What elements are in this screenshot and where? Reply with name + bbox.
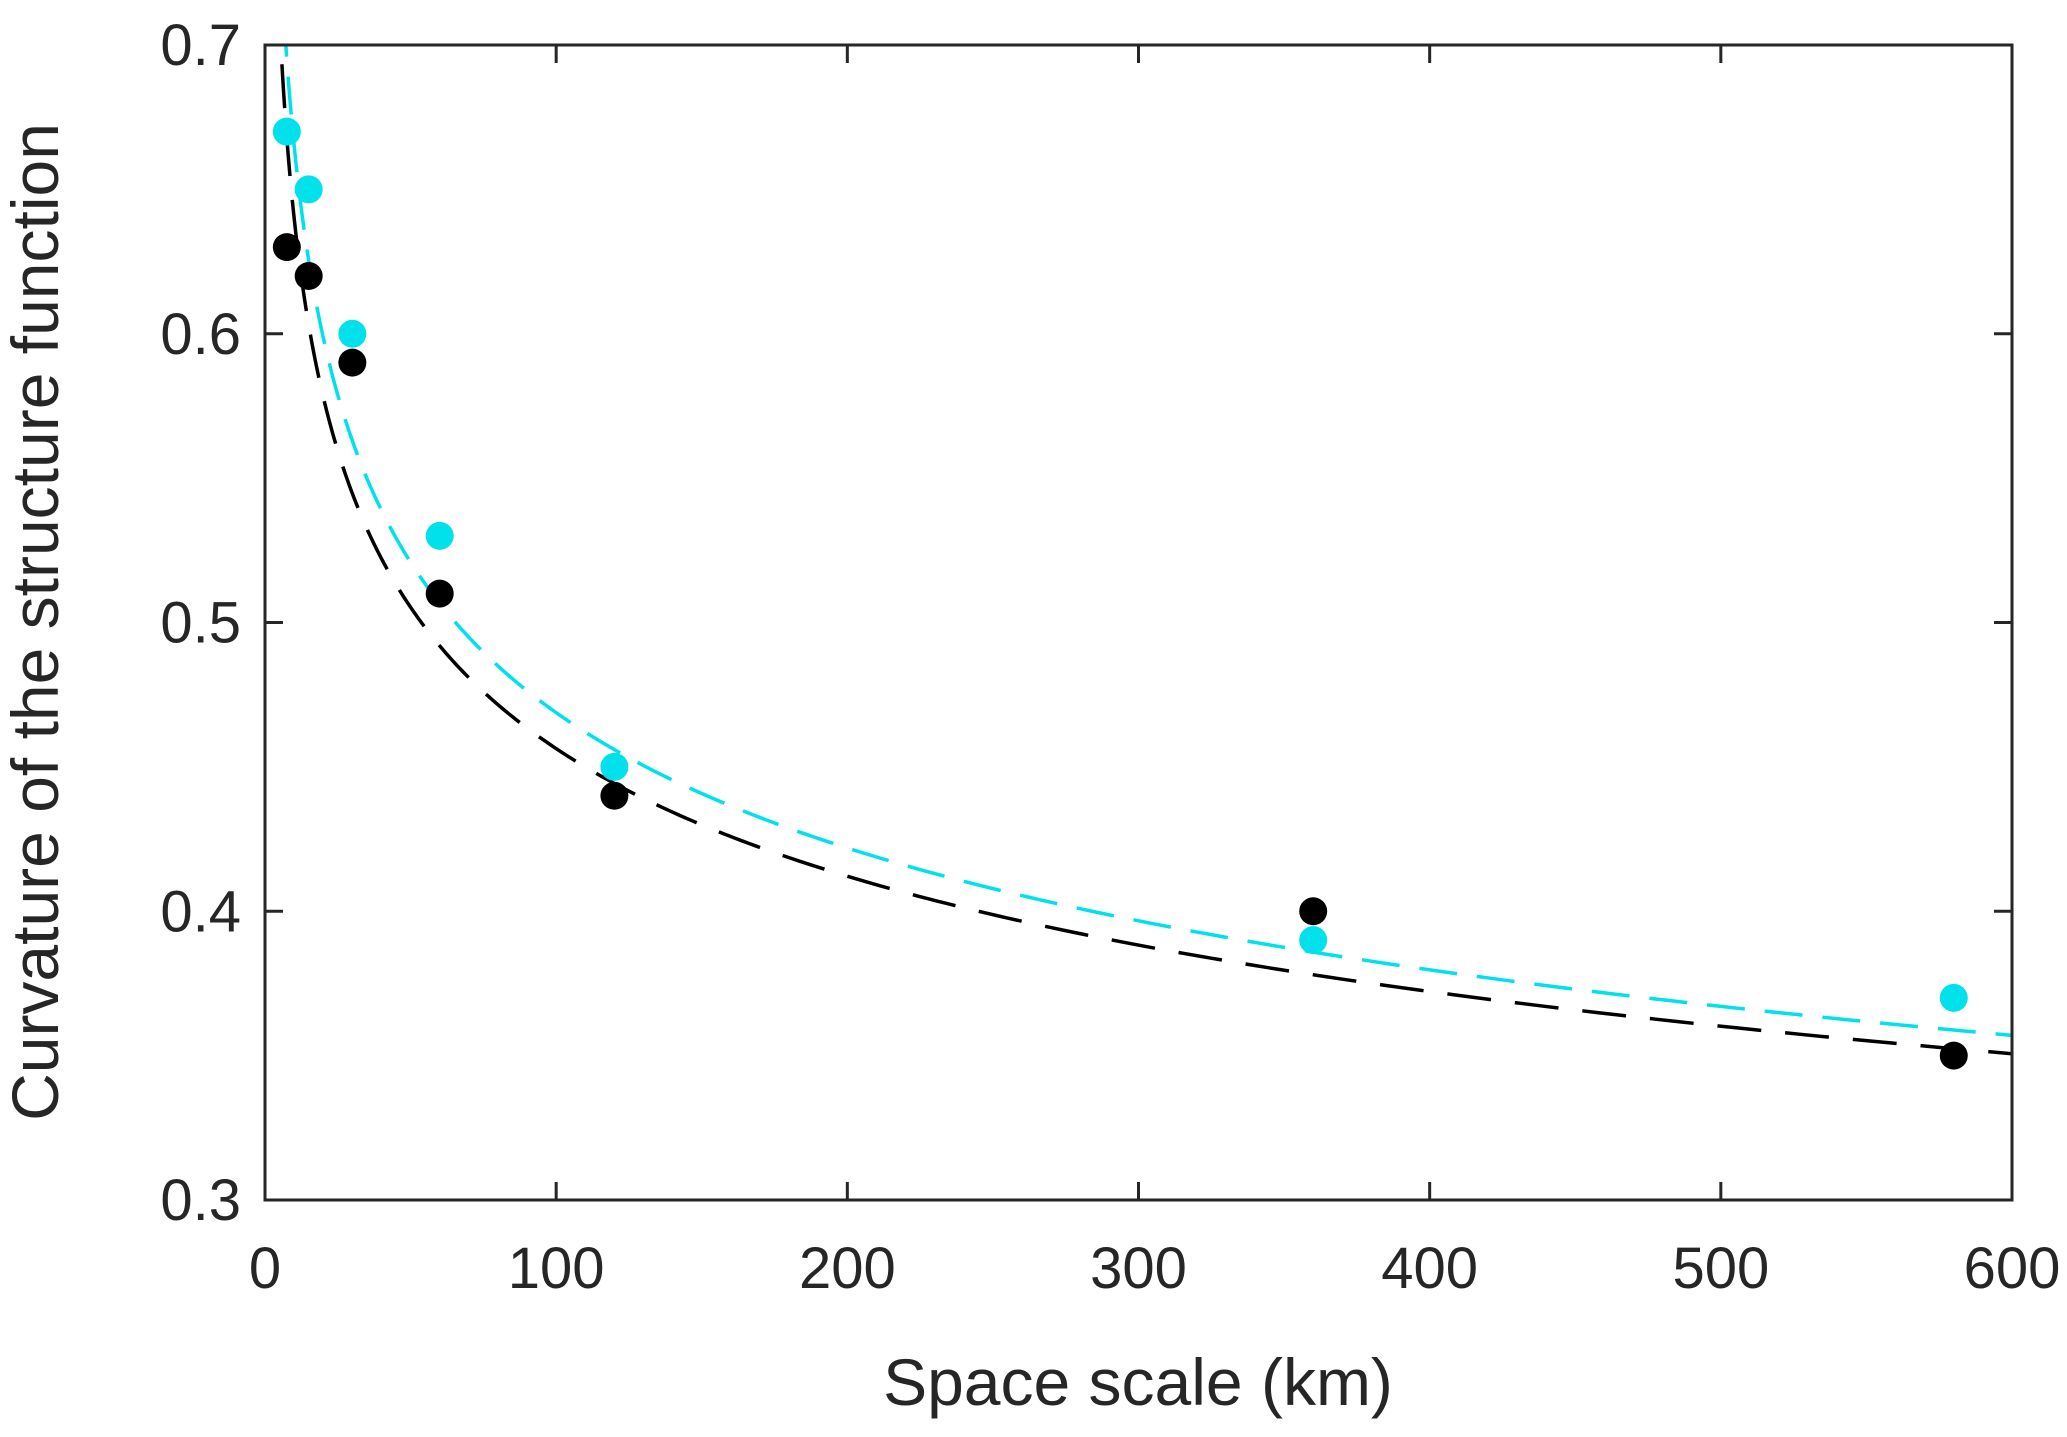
- y-tick-label: 0.4: [160, 879, 241, 944]
- x-axis-label: Space scale (km): [883, 1345, 1393, 1419]
- x-tick-label: 200: [799, 1236, 896, 1301]
- cyan-observations-point: [600, 752, 629, 781]
- data-points-layer: [272, 117, 1968, 1070]
- cyan-observations-point: [338, 319, 367, 348]
- black-observations-point: [600, 781, 629, 810]
- black-observations-point: [272, 233, 301, 262]
- cyan-observations-point: [425, 521, 454, 550]
- y-axis-label: Curvature of the structure function: [0, 123, 72, 1121]
- y-tick-label: 0.7: [160, 13, 241, 78]
- y-tick-label: 0.3: [160, 1168, 241, 1233]
- tick-labels-layer: 0 100 200 300 400 500 600 0.3 0.4 0.5 0.6 0.7: [160, 13, 2060, 1301]
- y-tick-label: 0.5: [160, 591, 241, 656]
- fit-curves-layer: [279, 45, 2012, 1056]
- cyan-power-law-fit: [284, 45, 2012, 1038]
- black-observations-point: [425, 579, 454, 608]
- x-tick-label: 0: [249, 1236, 281, 1301]
- axes-layer: [263, 43, 2014, 1202]
- y-tick-label: 0.6: [160, 302, 241, 367]
- plot-box: [263, 43, 2014, 1202]
- black-power-law-fit: [279, 45, 2012, 1056]
- cyan-observations-point: [294, 175, 323, 204]
- x-tick-label: 300: [1090, 1236, 1187, 1301]
- x-tick-label: 500: [1672, 1236, 1769, 1301]
- x-tick-label: 100: [508, 1236, 605, 1301]
- x-tick-label: 600: [1964, 1236, 2061, 1301]
- cyan-observations-point: [1299, 926, 1328, 955]
- black-observations-point: [1299, 897, 1328, 926]
- cyan-observations-point: [272, 117, 301, 146]
- black-observations-point: [1939, 1041, 1968, 1070]
- black-observations-point: [338, 348, 367, 377]
- x-tick-label: 400: [1381, 1236, 1478, 1301]
- black-observations-point: [294, 262, 323, 290]
- cyan-observations-point: [1939, 983, 1968, 1012]
